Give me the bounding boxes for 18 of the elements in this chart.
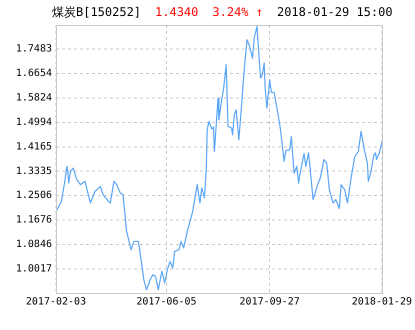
y-tick-label: 1.6654 [16, 68, 52, 80]
chart-title: 煤炭B[150252] [52, 5, 142, 19]
y-tick-label: 1.4994 [16, 116, 52, 128]
y-tick-label: 1.5824 [16, 92, 52, 104]
y-tick-label: 1.3335 [16, 166, 52, 177]
y-tick-label: 1.0017 [16, 264, 52, 275]
x-tick-label: 2017-02-03 [26, 296, 86, 308]
y-tick-label: 1.1676 [16, 214, 52, 226]
y-tick-label: 1.0846 [16, 239, 52, 250]
x-tick-label: 2017-06-05 [136, 296, 197, 308]
y-tick-label: 1.2506 [16, 190, 52, 202]
text: 1.4340 [155, 5, 198, 19]
x-tick-label: 2017-09-27 [240, 296, 300, 308]
text: 3.24% ↑ [212, 5, 263, 19]
x-tick-label: 2018-01-29 [352, 296, 412, 308]
text: 2018-01-29 15:00 [276, 5, 393, 19]
y-tick-label: 1.4165 [16, 141, 52, 152]
y-tick-label: 1.7483 [16, 44, 52, 55]
